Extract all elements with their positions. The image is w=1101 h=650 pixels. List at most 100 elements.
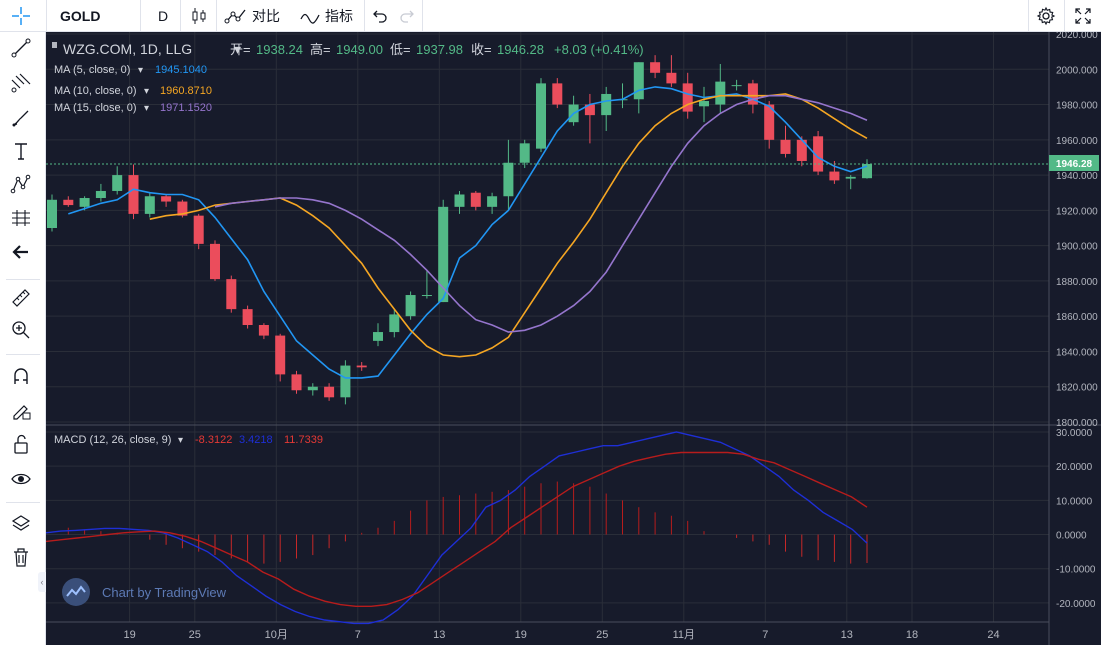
candle — [291, 370, 302, 394]
interval-button[interactable]: D — [158, 7, 169, 24]
time-tick-label: 24 — [987, 629, 999, 641]
time-tick-label: 19 — [515, 629, 527, 641]
close-label: 收= — [471, 42, 492, 57]
ma15-dropdown-icon[interactable]: ▾ — [144, 103, 149, 114]
current-price-marker: 1946.28 — [1049, 155, 1099, 171]
magnet-icon[interactable] — [9, 364, 33, 388]
candle-body — [796, 139, 807, 161]
ma5-dropdown-icon[interactable]: ▾ — [138, 65, 143, 76]
price-tick-label: 1920.000 — [1056, 206, 1098, 217]
candle-body — [519, 143, 530, 163]
candle-body — [470, 192, 481, 207]
candle — [421, 270, 432, 299]
trash-icon[interactable] — [9, 545, 33, 569]
candle-body — [324, 386, 335, 398]
macd-tick-label: 30.0000 — [1056, 428, 1093, 439]
price-tick-label: 1820.000 — [1056, 383, 1098, 394]
candle — [356, 362, 367, 371]
undo-button[interactable] — [370, 0, 390, 31]
ma10-label: MA (10, close, 0) — [54, 85, 137, 97]
candle-body — [291, 374, 302, 391]
candle-body — [177, 201, 188, 216]
gear-icon — [1036, 6, 1056, 25]
trend-line-icon[interactable] — [9, 36, 33, 60]
settings-button[interactable] — [1035, 0, 1057, 31]
candle-body — [829, 171, 840, 181]
collapse-legend-icon[interactable] — [52, 42, 57, 48]
candle-body — [650, 62, 661, 73]
candle — [584, 93, 595, 144]
indicators-button[interactable]: 指标 — [299, 0, 353, 31]
zoom-in-icon[interactable] — [9, 318, 33, 342]
ma10-dropdown-icon[interactable]: ▾ — [144, 86, 149, 97]
collapse-toolbar-button[interactable]: ‹ — [38, 572, 46, 592]
candle — [862, 159, 872, 179]
candle-body — [242, 309, 253, 325]
chart-area[interactable]: 2020.000 2000.000 1980.000 1960.000 1940.000… — [45, 30, 1101, 645]
current-price-badge — [1049, 155, 1099, 171]
candle — [454, 190, 465, 214]
undo-icon — [373, 10, 387, 23]
toolbar-divider — [6, 279, 40, 280]
macd-dropdown-icon[interactable]: ▾ — [178, 435, 183, 446]
compare-button[interactable]: 对比 — [224, 0, 280, 31]
candle — [470, 190, 481, 211]
text-icon[interactable] — [9, 139, 33, 163]
fib-icon[interactable] — [9, 71, 33, 95]
candle-body — [601, 93, 612, 116]
candle — [389, 309, 400, 338]
candle-body — [503, 162, 514, 197]
candle — [128, 164, 139, 220]
price-tick-label: 2020.000 — [1056, 32, 1098, 41]
candle — [226, 275, 237, 313]
macd-label: MACD (12, 26, close, 9) — [54, 434, 171, 446]
low-label: 低= — [390, 42, 411, 57]
lock-drawing-icon[interactable] — [9, 398, 33, 422]
toolbar-divider — [422, 0, 423, 31]
candle-body — [536, 83, 546, 149]
candle — [682, 72, 693, 119]
fullscreen-button[interactable] — [1072, 0, 1094, 31]
fullscreen-icon — [1075, 7, 1091, 24]
candle — [796, 136, 807, 167]
candle-body — [682, 83, 693, 112]
candle-body — [699, 101, 709, 107]
prediction-icon[interactable] — [9, 206, 33, 230]
candle — [144, 192, 155, 218]
candle-body — [63, 199, 74, 206]
time-tick-label: 7 — [355, 629, 361, 641]
pattern-icon[interactable] — [9, 172, 33, 196]
candle-body — [356, 365, 367, 368]
candle-body — [584, 104, 595, 116]
tradingview-logo-mark — [66, 585, 86, 597]
candle-body — [95, 190, 106, 199]
unlock-icon[interactable] — [9, 432, 33, 456]
toolbar-divider — [216, 0, 217, 31]
candle-body — [275, 335, 286, 375]
chart-canvas[interactable]: 2020.000 2000.000 1980.000 1960.000 1940.000… — [45, 30, 1101, 645]
candle — [258, 323, 269, 340]
symbol-search[interactable]: GOLD — [60, 7, 101, 24]
back-arrow-icon[interactable] — [9, 240, 33, 264]
candle — [324, 383, 335, 401]
candle — [536, 78, 546, 153]
toolbar-divider — [140, 0, 141, 31]
candle-body — [307, 386, 318, 391]
toolbar-divider — [46, 0, 47, 31]
ruler-icon[interactable] — [9, 286, 33, 310]
candle — [438, 199, 449, 303]
close-value: 1946.28 — [497, 42, 544, 57]
brush-icon[interactable] — [9, 106, 33, 130]
candles-style-icon[interactable] — [188, 0, 210, 31]
crosshair-top-icon[interactable] — [8, 0, 34, 31]
macd-line — [45, 431, 868, 625]
eye-icon[interactable] — [9, 467, 33, 491]
drawing-toolbar: ‹ — [0, 32, 46, 645]
layers-icon[interactable] — [9, 512, 33, 536]
tradingview-watermark[interactable]: Chart by TradingView — [62, 578, 227, 606]
price-tick-label: 1840.000 — [1056, 347, 1098, 358]
legend-dropdown-icon[interactable]: ▾ — [234, 41, 241, 57]
candle-body — [731, 85, 742, 87]
redo-button[interactable] — [397, 0, 417, 31]
compare-icon — [224, 9, 246, 23]
